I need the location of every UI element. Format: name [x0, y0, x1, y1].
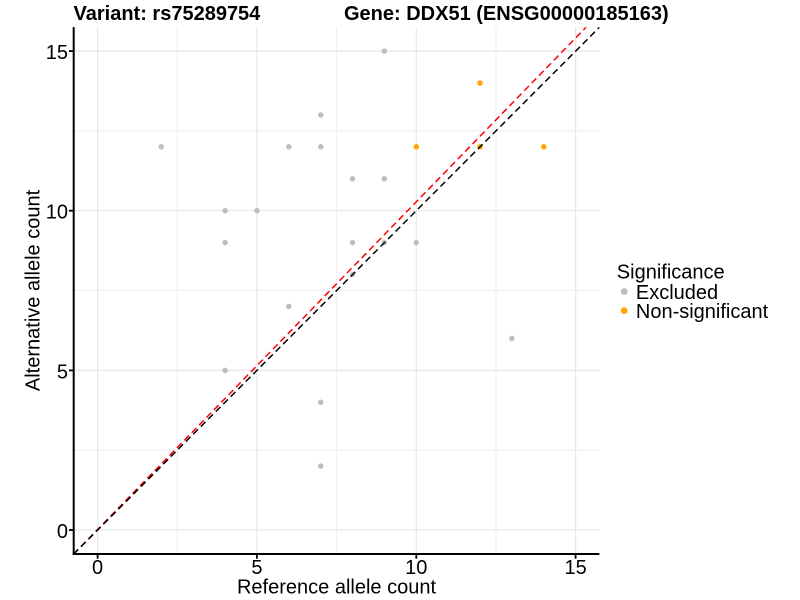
- svg-text:10: 10: [46, 202, 68, 224]
- svg-text:5: 5: [57, 361, 68, 383]
- svg-text:0: 0: [57, 521, 68, 543]
- svg-text:Gene: DDX51 (ENSG00000185163): Gene: DDX51 (ENSG00000185163): [344, 3, 669, 25]
- svg-text:15: 15: [46, 42, 68, 64]
- svg-text:10: 10: [405, 557, 427, 579]
- svg-text:Non-significant: Non-significant: [636, 301, 769, 323]
- svg-text:Reference allele count: Reference allele count: [237, 577, 436, 599]
- svg-text:Significance: Significance: [617, 262, 725, 284]
- svg-text:0: 0: [92, 557, 103, 579]
- svg-text:Variant: rs75289754: Variant: rs75289754: [74, 3, 262, 25]
- svg-text:15: 15: [564, 557, 586, 579]
- svg-text:Excluded: Excluded: [636, 282, 718, 304]
- svg-text:5: 5: [251, 557, 262, 579]
- svg-text:Alternative allele count: Alternative allele count: [23, 189, 45, 391]
